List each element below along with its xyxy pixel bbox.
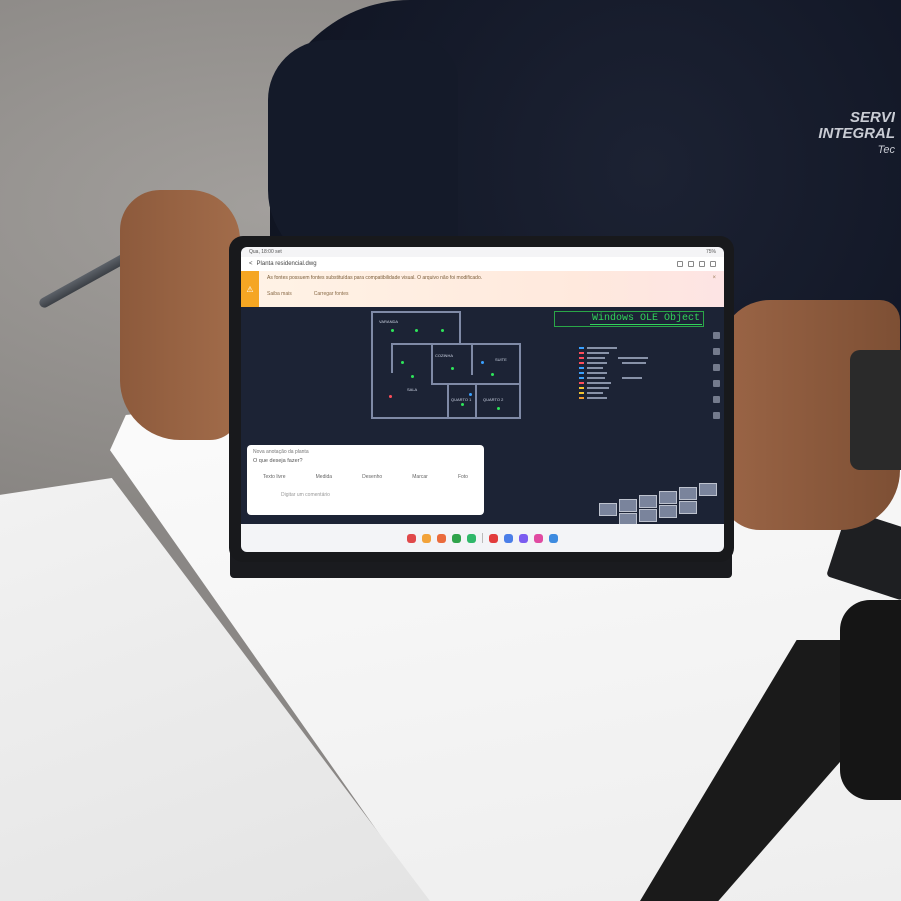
dock-app-icon[interactable] xyxy=(452,533,461,543)
dock-app-icon[interactable] xyxy=(422,533,431,543)
light-point xyxy=(415,329,418,332)
switch-point xyxy=(389,395,392,398)
dock-separator xyxy=(482,533,483,543)
room-label-suite: SUITE xyxy=(495,357,507,362)
warning-icon: ⚠ xyxy=(241,271,259,307)
undo-icon[interactable] xyxy=(688,261,694,267)
bag-strap-2 xyxy=(840,600,901,800)
outlet-point xyxy=(469,393,472,396)
share-icon[interactable] xyxy=(699,261,705,267)
shirt-logo-line-1: SERVI xyxy=(849,110,895,126)
dock-app-icon[interactable] xyxy=(504,533,513,543)
close-icon[interactable]: × xyxy=(712,275,716,281)
measure-icon[interactable] xyxy=(713,364,720,371)
comment-card: Nova anotação da planta O que deseja faz… xyxy=(247,445,484,515)
tablet-screen: Qua, 18:00 set 75% < Planta residencial.… xyxy=(241,247,724,552)
comment-header: Nova anotação da planta xyxy=(253,449,309,455)
more-icon[interactable] xyxy=(710,261,716,267)
light-point xyxy=(391,329,394,332)
zoom-in-icon[interactable] xyxy=(713,332,720,339)
banner-message: As fontes possuem fontes substituídas pa… xyxy=(267,275,483,281)
pen-icon[interactable] xyxy=(713,396,720,403)
comment-options: Texto livre Medida Desenho Marcar Foto xyxy=(253,474,478,480)
tablet-device: Qua, 18:00 set 75% < Planta residencial.… xyxy=(229,236,734,562)
room-label-quarto-2: QUARTO 2 xyxy=(483,397,504,402)
layers-icon[interactable] xyxy=(677,261,683,267)
light-point xyxy=(441,329,444,332)
status-bar: Qua, 18:00 set 75% xyxy=(241,247,724,257)
room-label-varanda: VARANDA xyxy=(379,319,399,324)
settings-icon[interactable] xyxy=(713,412,720,419)
option-measure-button[interactable]: Medida xyxy=(315,474,333,480)
dock-app-icon[interactable] xyxy=(407,533,416,543)
dock-app-icon[interactable] xyxy=(437,533,446,543)
room-label-sala: SALA xyxy=(407,387,418,392)
option-mark-button[interactable]: Marcar xyxy=(412,474,428,480)
light-point xyxy=(461,403,464,406)
learn-more-button[interactable]: Saiba mais xyxy=(267,291,292,297)
zoom-out-icon[interactable] xyxy=(713,348,720,355)
room-label-cozinha: COZINHA xyxy=(435,353,453,358)
comment-input[interactable]: Digitar um comentário xyxy=(281,492,330,498)
option-free-text-button[interactable]: Texto livre xyxy=(263,474,286,480)
dock-app-icon[interactable] xyxy=(549,533,558,543)
left-hand xyxy=(120,190,240,440)
dock-app-icon[interactable] xyxy=(519,533,528,543)
light-point xyxy=(411,375,414,378)
shirt-logo-line-3: Tec xyxy=(877,144,895,156)
light-point xyxy=(451,367,454,370)
back-arrow-icon[interactable]: < xyxy=(249,261,253,267)
light-point xyxy=(401,361,404,364)
app-dock xyxy=(241,524,724,552)
option-photo-button[interactable]: Foto xyxy=(457,474,468,480)
load-fonts-button[interactable]: Carregar fontes xyxy=(313,291,349,297)
wrist-watch xyxy=(850,350,901,470)
side-toolbar xyxy=(713,332,721,419)
shirt-sleeve xyxy=(268,40,458,270)
ole-object-frame xyxy=(554,311,704,327)
outlet-point xyxy=(481,361,484,364)
layers-panel-icon[interactable] xyxy=(713,380,720,387)
status-battery: 75% xyxy=(705,249,716,255)
status-time: Qua, 18:00 set xyxy=(249,249,282,255)
comment-question: O que deseja fazer? xyxy=(253,458,303,464)
option-draw-button[interactable]: Desenho xyxy=(362,474,383,480)
screen-reflection xyxy=(599,479,719,529)
app-titlebar: < Planta residencial.dwg xyxy=(241,257,724,271)
light-point xyxy=(497,407,500,410)
shirt-logo-line-2: INTEGRAL xyxy=(818,125,895,142)
room-label-quarto-1: QUARTO 1 xyxy=(451,397,472,402)
font-warning-banner: ⚠ As fontes possuem fontes substituídas … xyxy=(241,271,724,307)
floor-plan[interactable]: VARANDA COZINHA SUITE SALA QUARTO 1 QUAR… xyxy=(371,311,531,423)
file-title: Planta residencial.dwg xyxy=(256,261,317,267)
drawing-legend xyxy=(579,345,659,400)
dock-app-icon[interactable] xyxy=(467,533,476,543)
light-point xyxy=(491,373,494,376)
dock-app-icon[interactable] xyxy=(534,533,543,543)
shirt-logo: SERVI INTEGRAL Tec xyxy=(805,110,895,158)
ole-object-label: Windows OLE Object xyxy=(589,313,702,325)
dock-app-icon[interactable] xyxy=(489,533,498,543)
